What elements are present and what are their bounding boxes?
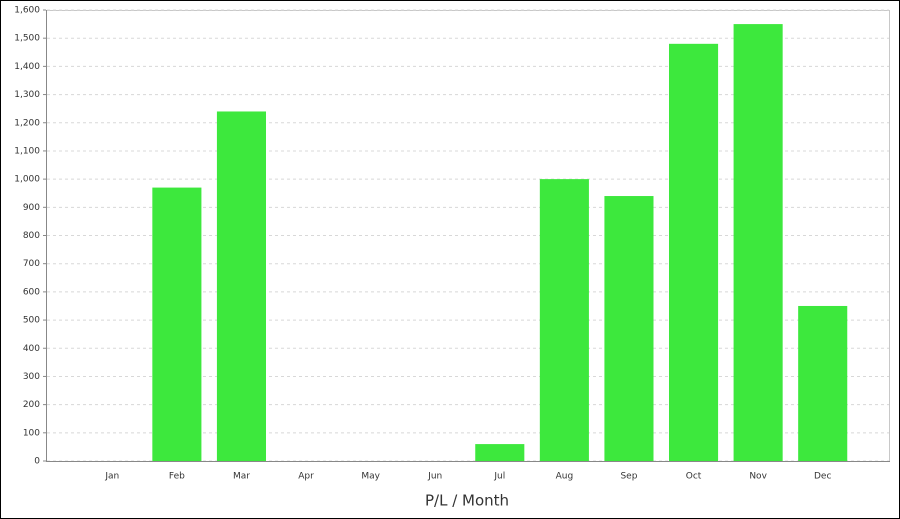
x-tick-label: Jun bbox=[427, 472, 442, 482]
y-tick-label: 1,100 bbox=[14, 146, 40, 156]
y-tick-label: 700 bbox=[23, 259, 40, 269]
bar bbox=[604, 196, 654, 461]
bar bbox=[216, 111, 266, 461]
bar bbox=[475, 444, 525, 461]
y-tick-label: 1,200 bbox=[14, 118, 40, 128]
y-tick-label: 1,400 bbox=[14, 62, 40, 72]
x-tick-label: Sep bbox=[620, 472, 637, 482]
y-tick-label: 1,600 bbox=[14, 6, 40, 16]
x-tick-label: Feb bbox=[169, 472, 185, 482]
x-tick-label: Oct bbox=[686, 472, 702, 482]
bar bbox=[152, 187, 202, 462]
y-tick-label: 100 bbox=[23, 428, 40, 438]
y-tick-label: 900 bbox=[23, 203, 40, 213]
y-tick-label: 500 bbox=[23, 316, 40, 326]
x-tick-label: Mar bbox=[233, 472, 250, 482]
x-tick-label: Jan bbox=[104, 472, 119, 482]
y-tick-label: 600 bbox=[23, 287, 40, 297]
x-tick-label: Apr bbox=[298, 472, 314, 482]
y-tick-label: 300 bbox=[23, 372, 40, 382]
bar bbox=[798, 305, 848, 461]
x-tick-label: May bbox=[361, 472, 380, 482]
y-tick-label: 400 bbox=[23, 344, 40, 354]
x-tick-label: Nov bbox=[749, 472, 767, 482]
x-tick-label: Dec bbox=[814, 472, 831, 482]
y-tick-label: 1,000 bbox=[14, 175, 40, 185]
bar bbox=[539, 179, 589, 461]
x-tick-label: Aug bbox=[556, 472, 574, 482]
y-tick-label: 200 bbox=[23, 400, 40, 410]
y-tick-label: 0 bbox=[34, 457, 40, 467]
y-tick-label: 1,500 bbox=[14, 34, 40, 44]
y-tick-label: 1,300 bbox=[14, 90, 40, 100]
x-axis-title: P/L / Month bbox=[425, 492, 509, 510]
x-tick-label: Jul bbox=[493, 472, 505, 482]
bar bbox=[733, 24, 783, 461]
bar bbox=[669, 43, 719, 461]
y-tick-label: 800 bbox=[23, 231, 40, 241]
